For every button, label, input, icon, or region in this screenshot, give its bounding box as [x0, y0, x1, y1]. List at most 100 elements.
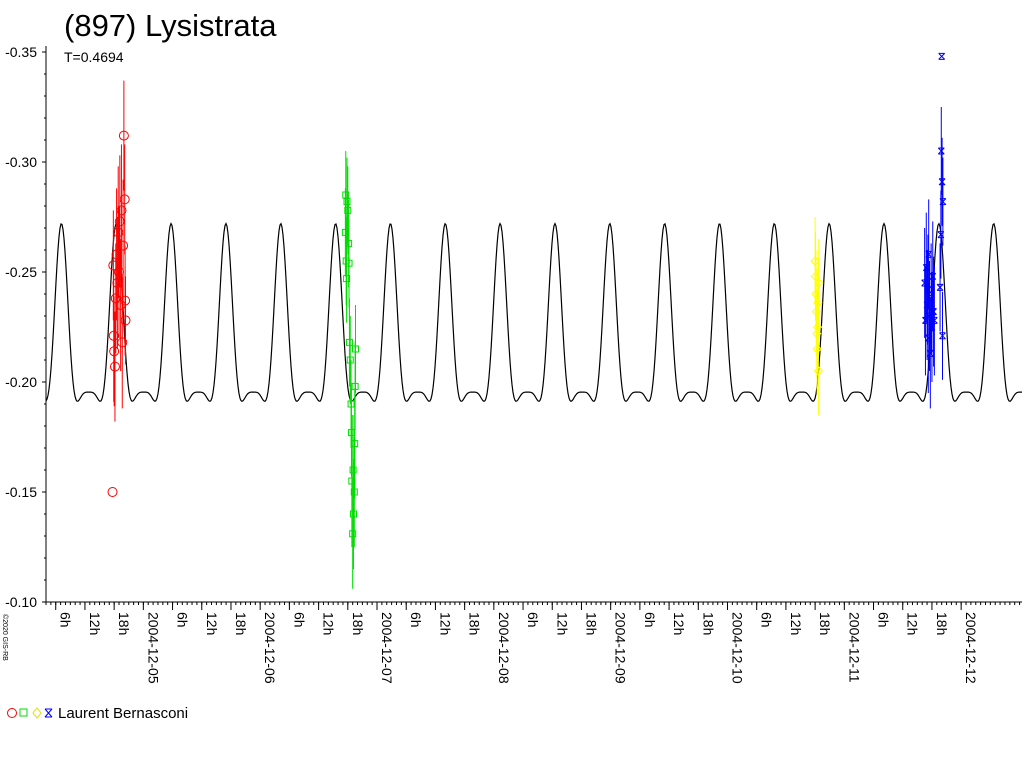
- data-point-circle: [117, 276, 128, 409]
- marker-star: [925, 250, 933, 258]
- chart-title: (897) Lysistrata: [64, 8, 277, 43]
- marker-star: [938, 52, 946, 60]
- y-tick-label: -0.10: [5, 594, 37, 610]
- data-point-star: [939, 157, 947, 246]
- y-tick-label: -0.30: [5, 154, 37, 170]
- legend-marker-circle: [7, 708, 17, 718]
- marker-diamond: [813, 366, 824, 376]
- x-tick-label: 12h: [671, 612, 687, 635]
- marker-star: [922, 316, 929, 324]
- data-point-circle: [118, 179, 129, 312]
- marker-star: [927, 294, 935, 302]
- marker-diamond: [814, 278, 824, 288]
- data-point-diamond: [814, 239, 824, 327]
- data-point-circle: [109, 296, 120, 407]
- x-tick-label: 6h: [408, 612, 424, 628]
- x-tick-label: 12h: [437, 612, 453, 635]
- x-tick-label: 2004-12-11: [846, 612, 862, 683]
- marker-star: [937, 147, 945, 155]
- data-point-square: [345, 298, 353, 387]
- x-tick-label: 2004-12-12: [963, 612, 979, 684]
- data-point-star: [927, 243, 935, 354]
- marker-star: [931, 316, 938, 324]
- legend: Laurent Bernasconi: [4, 703, 188, 723]
- marker-circle: [109, 346, 120, 357]
- data-point-circle: [116, 144, 127, 277]
- marker-square: [345, 259, 353, 267]
- x-tick-label: 12h: [788, 612, 804, 635]
- data-point-circle: [118, 80, 129, 191]
- marker-square: [349, 530, 357, 538]
- data-point-square: [343, 234, 351, 323]
- marker-circle: [120, 315, 131, 326]
- x-tick-label: 6h: [525, 612, 541, 628]
- data-point-square: [345, 219, 353, 308]
- marker-circle: [118, 240, 129, 251]
- x-tick-label: 12h: [87, 612, 103, 635]
- x-tick-label: 12h: [554, 612, 570, 635]
- data-point-square: [349, 459, 357, 569]
- period-label: T=0.4694: [64, 49, 124, 65]
- y-tick-label: -0.15: [5, 484, 37, 500]
- data-point-star: [928, 272, 936, 382]
- marker-star: [937, 231, 945, 239]
- x-tick-label: 18h: [700, 612, 716, 635]
- x-tick-label: 2004-12-07: [379, 612, 395, 684]
- legend-markers: [7, 707, 53, 719]
- marker-square: [343, 275, 351, 283]
- data-point-star: [937, 190, 945, 279]
- model-curve-layer: [45, 222, 1022, 403]
- lightcurve-chart: -0.35 -0.30 -0.25 -0.20 -0.15 -0.10 6h 12h 18h 20…: [5, 44, 1022, 684]
- marker-star: [929, 272, 937, 280]
- x-tick-label: 18h: [350, 612, 366, 635]
- data-point-star: [939, 291, 946, 380]
- legend-marker-diamond: [32, 707, 42, 719]
- data-point-square: [352, 305, 360, 393]
- x-tick-label: 12h: [321, 612, 337, 635]
- chart-axes: -0.35 -0.30 -0.25 -0.20 -0.15 -0.10 6h 12h 18h 20…: [5, 44, 1022, 684]
- x-tick-label: 6h: [175, 612, 191, 628]
- marker-star: [923, 301, 931, 309]
- data-point-square: [343, 157, 351, 246]
- marker-square: [352, 345, 360, 353]
- marker-circle: [116, 205, 127, 216]
- x-tick-label: 12h: [905, 612, 921, 635]
- data-point-star: [938, 52, 946, 60]
- marker-star: [930, 308, 937, 316]
- data-point-star: [926, 298, 934, 409]
- data-point-star: [925, 199, 933, 310]
- x-tick-label: 18h: [467, 612, 483, 635]
- marker-star: [922, 264, 930, 272]
- data-points-layer: [107, 52, 947, 589]
- y-tick-label: -0.35: [5, 44, 37, 60]
- marker-star: [921, 279, 928, 287]
- x-tick-label: 6h: [642, 612, 658, 628]
- data-point-star: [936, 243, 944, 332]
- legend-marker-star: [44, 708, 53, 718]
- x-tick-label: 18h: [233, 612, 249, 635]
- legend-marker-square: [19, 708, 28, 717]
- marker-square: [351, 440, 359, 448]
- marker-square: [342, 191, 350, 199]
- legend-observer-label: Laurent Bernasconi: [58, 704, 189, 722]
- x-tick-label: 6h: [291, 612, 307, 628]
- marker-circle: [109, 361, 120, 372]
- marker-square: [349, 510, 357, 518]
- x-tick-label: 2004-12-08: [496, 612, 512, 684]
- marker-star: [926, 349, 934, 357]
- marker-circle: [107, 487, 118, 497]
- y-tick-label: -0.20: [5, 374, 37, 390]
- marker-star: [936, 283, 944, 291]
- data-point-square: [346, 316, 354, 404]
- x-tick-label: 2004-12-10: [729, 612, 745, 684]
- x-tick-label: 18h: [817, 612, 833, 635]
- marker-square: [346, 356, 354, 364]
- x-tick-label: 2004-12-06: [262, 612, 278, 684]
- x-tick-label: 6h: [58, 612, 74, 628]
- data-point-star: [930, 256, 937, 367]
- marker-star: [924, 334, 932, 342]
- marker-star: [926, 312, 933, 320]
- data-point-star: [931, 265, 938, 376]
- model-curve: [45, 222, 1022, 403]
- data-point-diamond: [813, 327, 824, 415]
